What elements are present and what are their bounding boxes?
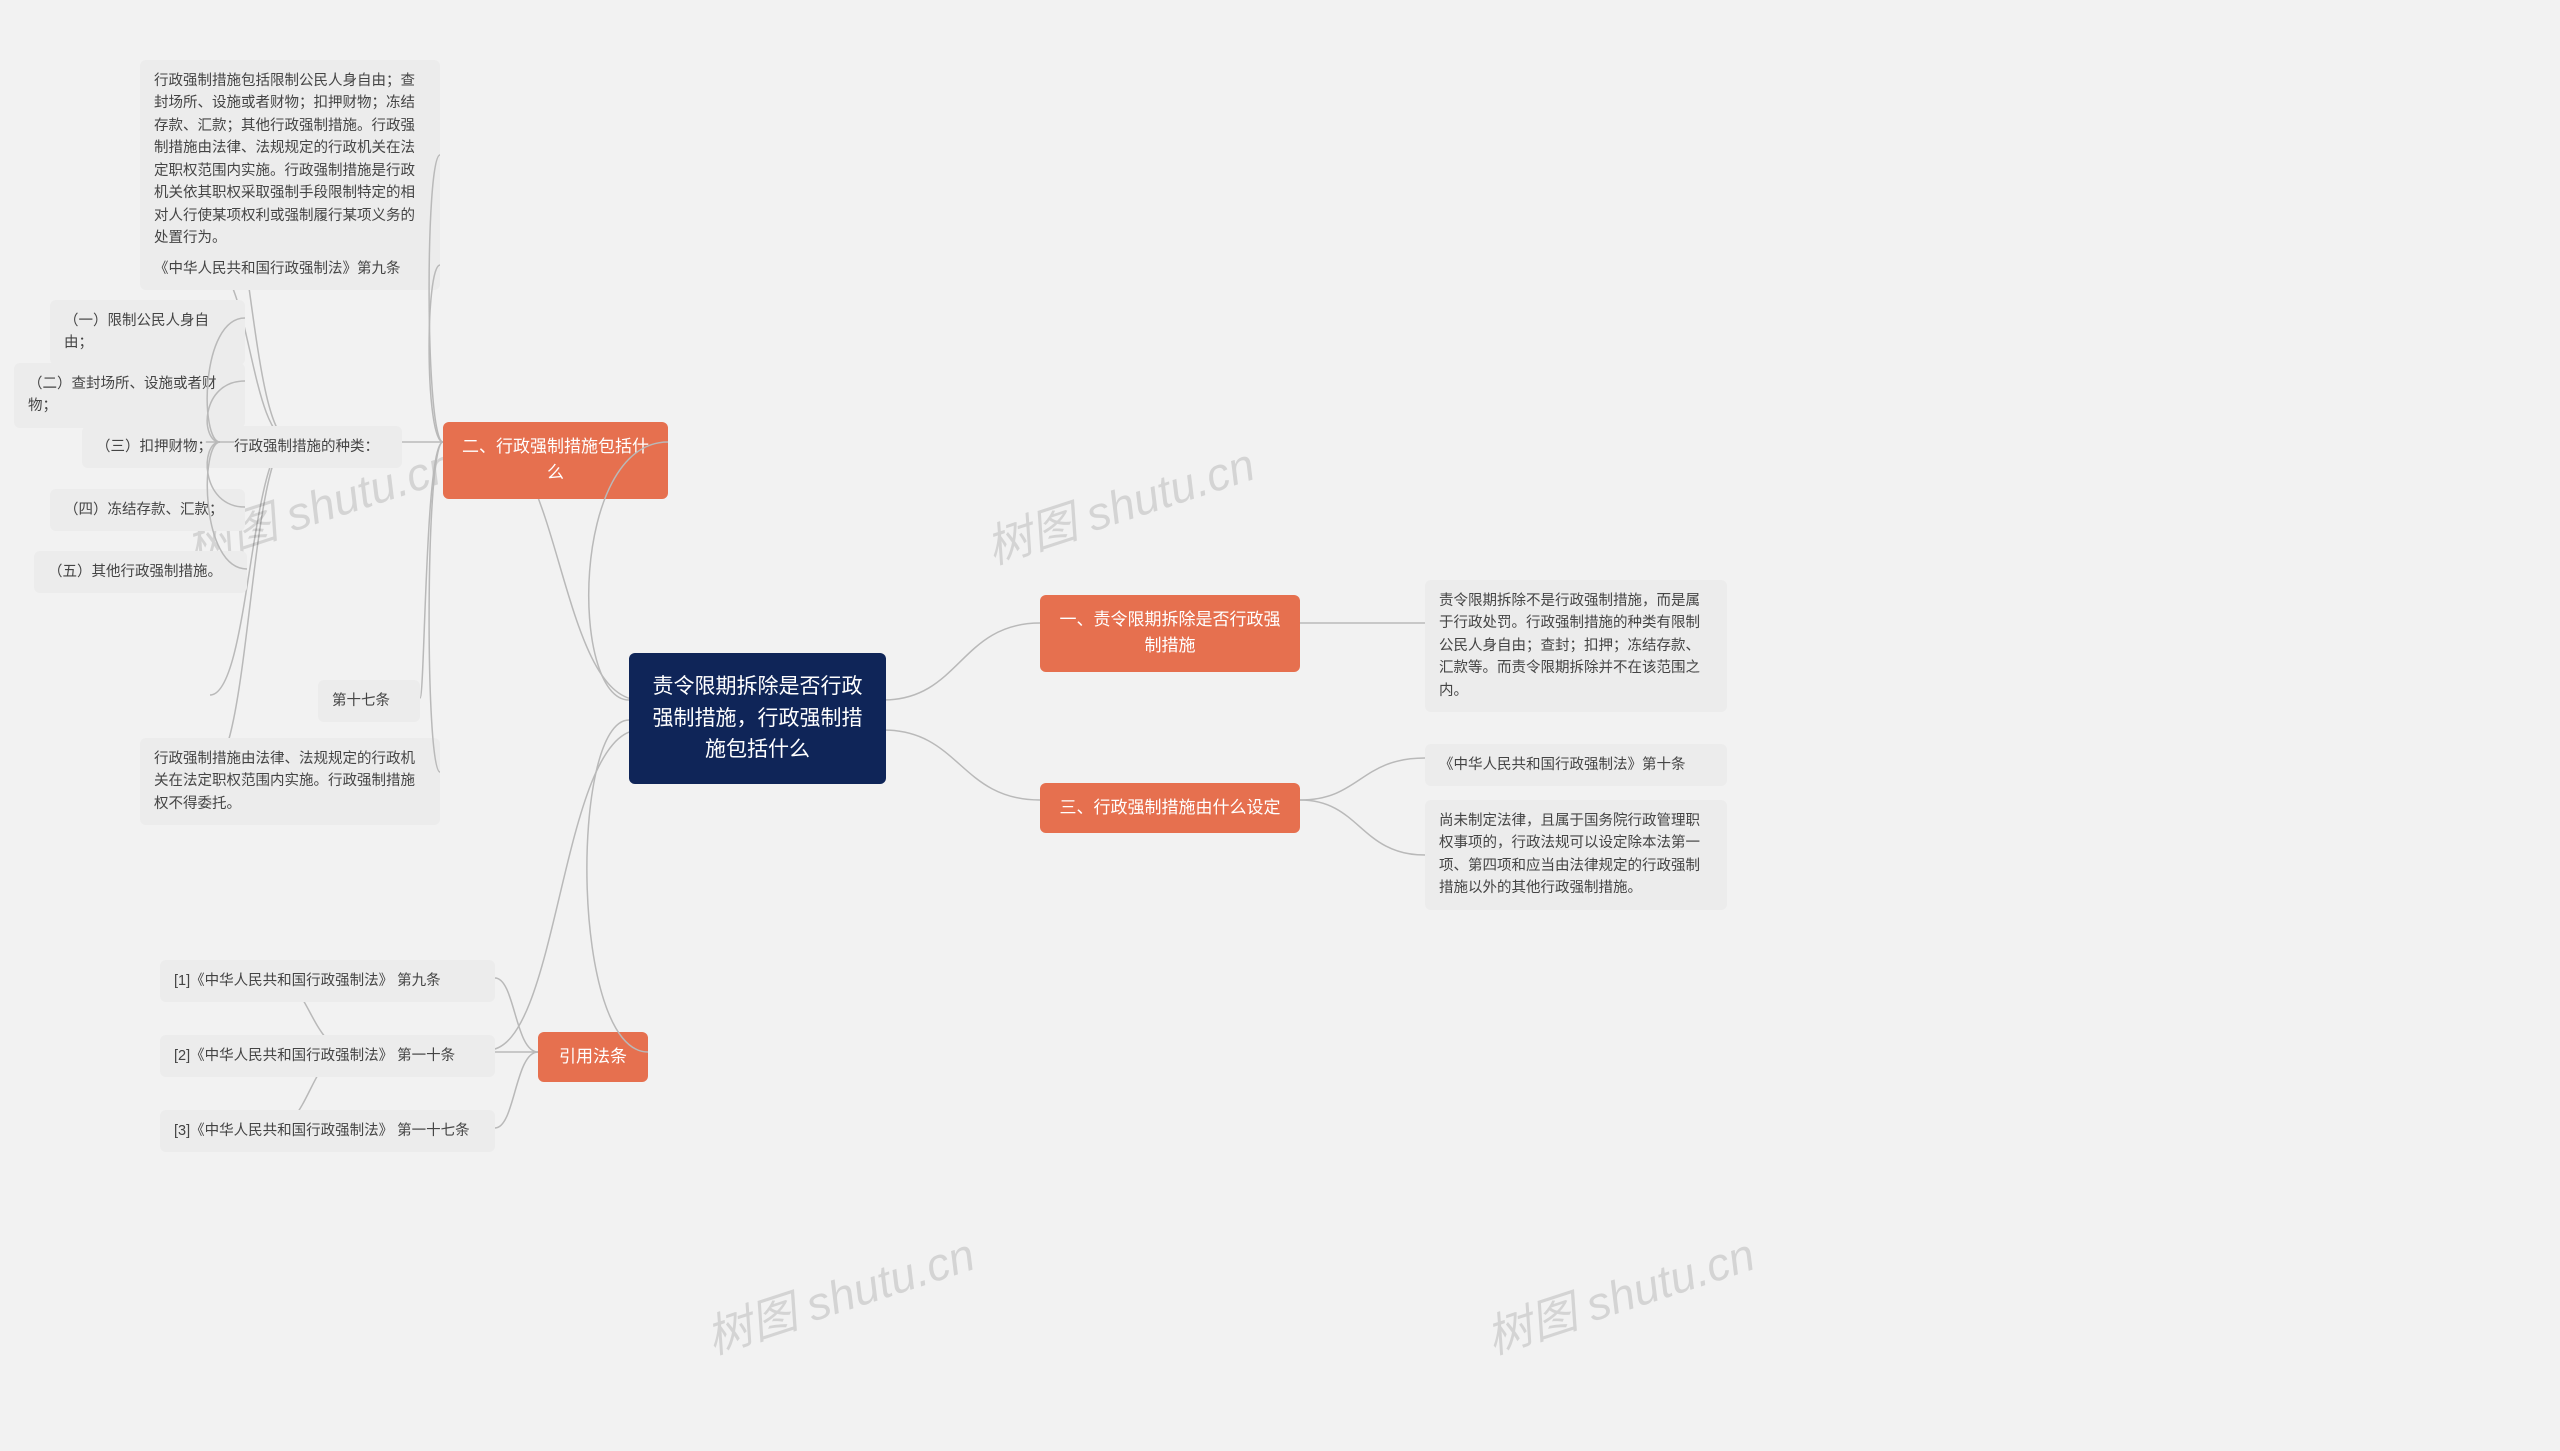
leaf-cite-1: [1]《中华人民共和国行政强制法》 第九条 [160,960,495,1002]
leaf-type-5: （五）其他行政强制措施。 [34,551,247,593]
leaf-s1-desc: 责令限期拆除不是行政强制措施，而是属于行政处罚。行政强制措施的种类有限制公民人身… [1425,580,1727,712]
branch-section-1[interactable]: 一、责令限期拆除是否行政强制措施 [1040,595,1300,672]
leaf-s2-types-label: 行政强制措施的种类： [220,426,402,468]
leaf-type-2: （二）查封场所、设施或者财物； [14,363,245,428]
branch-section-2[interactable]: 二、行政强制措施包括什么 [443,422,668,499]
leaf-s3-law: 《中华人民共和国行政强制法》第十条 [1425,744,1727,786]
leaf-s2-art17-desc: 行政强制措施由法律、法规规定的行政机关在法定职权范围内实施。行政强制措施权不得委… [140,738,440,825]
leaf-s2-art9: 《中华人民共和国行政强制法》第九条 [140,248,440,290]
leaf-cite-2: [2]《中华人民共和国行政强制法》 第一十条 [160,1035,495,1077]
leaf-s2-art17: 第十七条 [318,680,420,722]
leaf-type-1: （一）限制公民人身自由； [50,300,245,365]
leaf-s2-intro: 行政强制措施包括限制公民人身自由；查封场所、设施或者财物；扣押财物；冻结存款、汇… [140,60,440,260]
branch-citations[interactable]: 引用法条 [538,1032,648,1082]
watermark: 树图 shutu.cn [697,1219,982,1368]
leaf-s3-desc: 尚未制定法律，且属于国务院行政管理职权事项的，行政法规可以设定除本法第一项、第四… [1425,800,1727,910]
leaf-type-3: （三）扣押财物； [82,426,234,468]
branch-section-3[interactable]: 三、行政强制措施由什么设定 [1040,783,1300,833]
watermark: 树图 shutu.cn [1477,1219,1762,1368]
root-node[interactable]: 责令限期拆除是否行政强制措施，行政强制措施包括什么 [629,653,886,784]
leaf-cite-3: [3]《中华人民共和国行政强制法》 第一十七条 [160,1110,495,1152]
watermark: 树图 shutu.cn [977,429,1262,578]
leaf-type-4: （四）冻结存款、汇款； [50,489,245,531]
